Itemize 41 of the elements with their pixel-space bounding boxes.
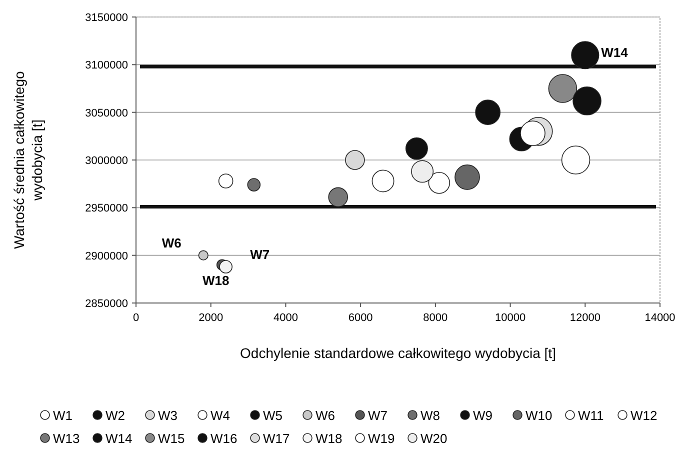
legend-label: W5 bbox=[263, 408, 282, 423]
legend-label: W13 bbox=[53, 431, 80, 446]
legend-label: W17 bbox=[263, 431, 290, 446]
legend-label: W16 bbox=[210, 431, 238, 446]
legend-label: W10 bbox=[526, 408, 552, 423]
legend-label: W2 bbox=[106, 408, 125, 423]
legend-label: W14 bbox=[106, 431, 132, 446]
y-tick-label: 2900000 bbox=[85, 250, 128, 262]
x-tick-label: 14000 bbox=[644, 312, 676, 324]
x-tick-label: 4000 bbox=[273, 312, 298, 324]
legend-label: W9 bbox=[473, 408, 492, 423]
legend-label: W19 bbox=[368, 431, 395, 446]
y-tick-label: 2850000 bbox=[85, 298, 128, 310]
x-tick-label: 0 bbox=[132, 312, 140, 324]
legend-label: W11 bbox=[578, 408, 604, 423]
x-tick-label: 8000 bbox=[423, 312, 448, 324]
y-tick-label: 3050000 bbox=[85, 107, 128, 120]
annotation: W6 bbox=[162, 235, 182, 250]
y-tick-label: 3100000 bbox=[85, 60, 128, 72]
y-axis-title: Wartość średnia całkowitego wydobycia [t] bbox=[11, 70, 45, 249]
legend-label: W8 bbox=[420, 408, 440, 423]
legend-label: W4 bbox=[210, 408, 230, 423]
x-tick-label: 12000 bbox=[570, 312, 600, 324]
legend-label: W3 bbox=[158, 408, 178, 423]
y-tick-label: 3000000 bbox=[85, 155, 128, 167]
x-tick-label: 2000 bbox=[198, 312, 224, 324]
y-tick-label: 3150000 bbox=[85, 12, 128, 24]
annotation: W14 bbox=[601, 45, 629, 60]
legend-label: W18 bbox=[316, 431, 342, 446]
annotation: W18 bbox=[202, 272, 230, 288]
x-tick-label: 10000 bbox=[494, 312, 526, 324]
legend-label: W20 bbox=[420, 431, 448, 446]
legend-label: W6 bbox=[316, 408, 335, 423]
x-axis-title: Odchylenie standardowe całkowitego wydobycia [t] bbox=[240, 345, 556, 361]
y-tick-label: 2950000 bbox=[85, 202, 128, 215]
legend-label: W15 bbox=[158, 431, 185, 446]
legend-label: W7 bbox=[368, 408, 388, 423]
annotation: W7 bbox=[250, 246, 270, 262]
x-tick-label: 6000 bbox=[348, 312, 373, 324]
legend-label: W12 bbox=[630, 408, 658, 423]
legend-label: W1 bbox=[53, 408, 72, 423]
